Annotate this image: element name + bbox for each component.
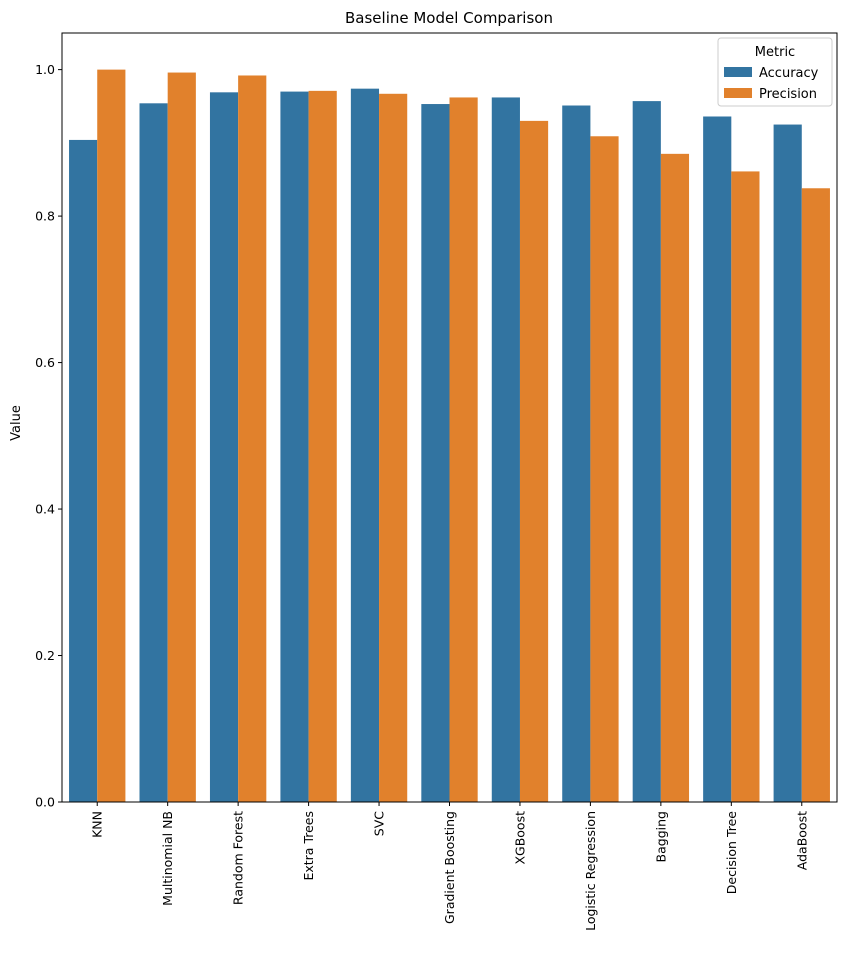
- legend-swatch-precision: [724, 88, 752, 98]
- y-tick-label: 0.2: [35, 648, 55, 663]
- bar-precision-decision-tree: [731, 171, 760, 803]
- bar-accuracy-extra-trees: [280, 91, 309, 803]
- bar-precision-gradient-boosting: [449, 97, 478, 802]
- bar-precision-extra-trees: [308, 90, 337, 802]
- plot-frame: [61, 32, 838, 803]
- bars-group: [69, 69, 830, 803]
- bar-accuracy-gradient-boosting: [421, 104, 450, 802]
- legend: Metric Accuracy Precision: [717, 37, 833, 107]
- x-tick-label: KNN: [90, 811, 105, 838]
- x-tick-label: SVC: [372, 811, 387, 836]
- bar-accuracy-adaboost: [773, 124, 802, 803]
- bar-precision-adaboost: [801, 188, 830, 802]
- y-tick-label: 0.6: [35, 355, 55, 370]
- x-tick-label: Multinomial NB: [160, 811, 175, 906]
- bar-precision-random-forest: [238, 75, 267, 803]
- bar-precision-xgboost: [519, 120, 549, 802]
- legend-label-accuracy: Accuracy: [759, 66, 819, 81]
- x-tick-label: Random Forest: [231, 811, 246, 905]
- bar-precision-svc: [379, 93, 408, 803]
- bar-accuracy-bagging: [632, 101, 661, 802]
- x-axis: KNN Multinomial NB Random Forest Extra Tree…: [90, 802, 809, 931]
- legend-label-precision: Precision: [759, 87, 817, 102]
- bar-accuracy-knn: [69, 139, 98, 802]
- legend-swatch-accuracy: [724, 67, 752, 77]
- bar-precision-bagging: [660, 153, 690, 803]
- x-tick-label: Logistic Regression: [583, 811, 598, 931]
- bar-precision-multinomial-nb: [167, 72, 196, 802]
- y-tick-label: 0.4: [35, 502, 55, 517]
- bar-accuracy-logistic-regression: [562, 105, 591, 802]
- bar-precision-logistic-regression: [590, 136, 619, 802]
- chart-title: Baseline Model Comparison: [345, 9, 553, 27]
- y-tick-label: 0.0: [35, 795, 55, 810]
- bar-accuracy-decision-tree: [703, 116, 732, 802]
- y-tick-label: 0.8: [35, 209, 55, 224]
- legend-title: Metric: [755, 45, 795, 60]
- x-tick-label: Bagging: [653, 811, 668, 862]
- bar-precision-knn: [97, 69, 126, 803]
- bar-accuracy-multinomial-nb: [139, 103, 168, 802]
- y-tick-label: 1.0: [35, 62, 55, 77]
- x-tick-label: Extra Trees: [301, 811, 316, 881]
- bar-accuracy-svc: [350, 88, 380, 802]
- y-axis: 0.0 0.2 0.4 0.6 0.8 1.0: [35, 62, 62, 810]
- bar-accuracy-xgboost: [491, 97, 520, 802]
- bar-accuracy-random-forest: [209, 92, 239, 802]
- legend-entries: Accuracy Precision: [724, 66, 819, 102]
- x-tick-label: AdaBoost: [794, 811, 809, 870]
- x-tick-label: Decision Tree: [724, 811, 739, 895]
- y-axis-title: Value: [9, 405, 24, 441]
- x-tick-label: XGBoost: [512, 811, 527, 865]
- x-tick-label: Gradient Boosting: [442, 811, 457, 924]
